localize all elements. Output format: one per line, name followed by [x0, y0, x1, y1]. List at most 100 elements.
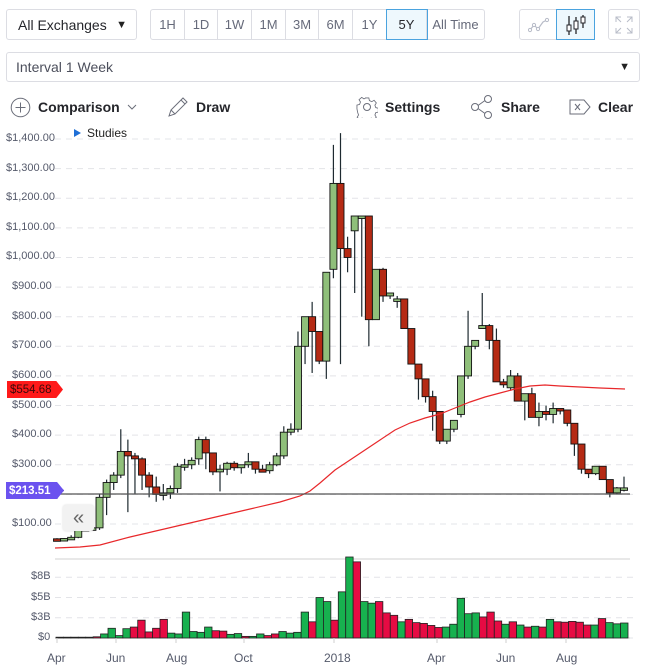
volume-bar	[85, 636, 94, 639]
volume-bar	[152, 627, 161, 639]
candle-body	[336, 182, 345, 250]
candle-body	[449, 419, 458, 430]
candle-body	[343, 248, 352, 258]
candle-body	[492, 339, 501, 383]
volume-bar	[531, 625, 540, 639]
price-tick-label: $500.00	[12, 398, 52, 411]
caret-down-icon: ▼	[116, 18, 127, 31]
volume-bar	[464, 613, 473, 639]
volume-bar	[360, 601, 369, 639]
comparison-button[interactable]: Comparison	[10, 96, 137, 118]
pencil-icon	[168, 97, 188, 117]
candle-body	[116, 450, 125, 476]
price-tick-label: $1,100.00	[6, 220, 55, 233]
volume-bar	[137, 619, 146, 639]
candle-body	[230, 462, 239, 469]
candle-body	[485, 325, 494, 341]
volume-bar	[300, 611, 309, 639]
volume-bar	[263, 635, 272, 639]
volume-bar	[63, 636, 72, 639]
volume-bar	[204, 626, 213, 639]
candle-body	[308, 316, 317, 332]
triangle-right-icon	[74, 129, 81, 137]
range-button-1y[interactable]: 1Y	[353, 10, 387, 39]
candle-body	[364, 215, 373, 321]
fullscreen-button[interactable]	[608, 9, 640, 40]
volume-bar	[367, 602, 376, 639]
volume-bar	[545, 618, 555, 639]
studies-toggle[interactable]: Studies	[74, 126, 127, 140]
candle-body	[53, 538, 61, 542]
candle-body	[60, 538, 69, 542]
range-button-1m[interactable]: 1M	[252, 10, 286, 39]
scroll-back-button[interactable]: «	[63, 505, 94, 531]
chevron-down-icon	[127, 104, 137, 110]
candlestick-chart-button[interactable]	[556, 9, 595, 40]
candle-body	[145, 474, 154, 488]
candle-body	[131, 455, 139, 460]
volume-bar	[323, 601, 332, 639]
line-chart-button[interactable]	[520, 10, 557, 39]
volume-bar	[211, 630, 220, 639]
volume-bar	[285, 632, 295, 639]
range-button-5y[interactable]: 5Y	[386, 9, 428, 40]
clear-label: Clear	[598, 99, 634, 115]
time-tick-label: Aug	[166, 651, 188, 665]
volume-bar	[516, 624, 525, 639]
candle-body	[442, 428, 451, 442]
candle-body	[258, 468, 267, 473]
exchange-select-label: All Exchanges	[18, 16, 107, 33]
interval-select[interactable]: Interval 1 Week ▼	[6, 52, 640, 82]
range-button-1w[interactable]: 1W	[218, 10, 252, 39]
time-tick-label: Jun	[496, 651, 516, 665]
range-button-1h[interactable]: 1H	[151, 10, 185, 39]
candle-body	[563, 409, 572, 424]
candle-body	[173, 465, 182, 489]
candle-body	[194, 439, 203, 460]
range-button-all-time[interactable]: All Time	[432, 17, 479, 32]
range-button-1d[interactable]: 1D	[185, 10, 218, 39]
line-chart-icon	[527, 17, 549, 32]
price-tick-label: $1,300.00	[6, 161, 55, 174]
double-chevron-left-icon: «	[72, 506, 85, 529]
share-button[interactable]: Share	[470, 95, 540, 119]
time-tick-label: Apr	[427, 651, 446, 665]
clear-button[interactable]: Clear	[569, 96, 633, 118]
candle-body	[428, 396, 437, 412]
range-button-3m[interactable]: 3M	[286, 10, 319, 39]
price-tick-label: $900.00	[12, 280, 52, 293]
volume-bar	[449, 623, 458, 639]
settings-button[interactable]: Settings	[356, 96, 440, 118]
candle-body	[244, 461, 253, 466]
candle-body	[166, 488, 175, 494]
candle-body	[435, 411, 444, 442]
time-tick-label: Apr	[47, 651, 66, 665]
exchange-select[interactable]: All Exchanges ▼	[6, 9, 137, 40]
volume-bar	[404, 618, 413, 639]
volume-bar	[256, 633, 265, 639]
candle-body	[272, 455, 281, 466]
sma-price-tag: $554.68	[7, 381, 63, 398]
comparison-label: Comparison	[38, 99, 120, 115]
volume-bar	[77, 636, 87, 639]
volume-bar	[233, 633, 243, 639]
volume-bar	[308, 621, 317, 639]
candle-body	[315, 331, 324, 362]
price-tick-label: $700.00	[12, 339, 52, 352]
volume-bar	[583, 624, 592, 639]
draw-button[interactable]: Draw	[167, 96, 230, 118]
volume-bar	[315, 597, 324, 639]
candle-body	[301, 316, 310, 347]
candle-body	[67, 536, 76, 541]
time-tick-label: 2018	[324, 651, 351, 665]
candle-body	[216, 468, 224, 473]
volume-bar	[55, 636, 64, 639]
range-button-6m[interactable]: 6M	[319, 10, 353, 39]
volume-bar	[568, 620, 577, 639]
volume-bar	[389, 614, 399, 639]
candle-body	[612, 487, 621, 494]
volume-bar	[560, 621, 569, 639]
candle-body	[329, 182, 338, 270]
candle-body	[605, 479, 614, 494]
